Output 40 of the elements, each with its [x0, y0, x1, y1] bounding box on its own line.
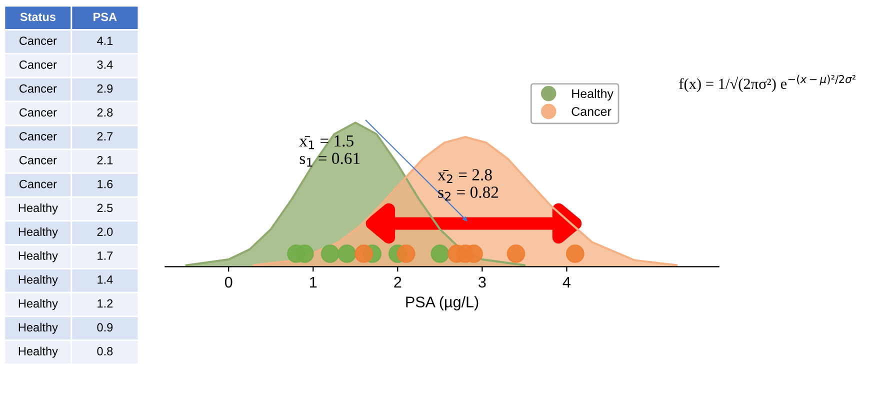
text: Healthy [18, 251, 58, 262]
text: 1.4 [98, 276, 113, 284]
text: Healthy [18, 298, 58, 310]
annotation: x̄$_{1}$ = 1.5 s$_{1}$ = 0.61 [299, 135, 360, 167]
text: Healthy [18, 203, 58, 214]
text: 3.4 [97, 60, 113, 69]
text: Status [20, 12, 56, 22]
text: 2.7 [97, 132, 113, 140]
text: Cancer [20, 180, 57, 188]
x-axis-title: PSA (µg/L) [406, 296, 478, 310]
text: Cancer [20, 156, 57, 164]
text: 1.6 [98, 180, 113, 188]
text: Healthy [18, 322, 58, 334]
x-tick-label: 4 [562, 276, 571, 288]
text: Healthy [18, 346, 58, 358]
text: Cancer [20, 132, 57, 140]
text: 0.9 [97, 323, 113, 332]
text: f(x) = 1/√(2πσ²) e$^{−(x−μ)²/2σ²}$ [679, 74, 856, 92]
text: 2.1 [97, 156, 113, 164]
x-tick-label: 2 [394, 276, 402, 288]
text: 0.8 [97, 347, 113, 356]
legend-label: Healthy [572, 88, 614, 101]
text: 1.7 [98, 252, 113, 260]
text: PSA [94, 12, 117, 22]
text: Healthy [18, 227, 58, 238]
x-tick-label: 3 [478, 276, 486, 288]
legend-label: Cancer [572, 107, 612, 116]
text: 1.2 [98, 299, 113, 308]
text: Healthy [18, 275, 58, 286]
text: Cancer [20, 108, 57, 117]
x-tick-label: 0 [224, 276, 232, 288]
text: 2.0 [97, 228, 113, 236]
text: 4.1 [96, 36, 113, 45]
text: Cancer [20, 84, 57, 93]
text: 2.9 [97, 84, 113, 93]
text: 2.8 [97, 108, 113, 117]
x-tick-label: 1 [310, 276, 317, 288]
text: Cancer [20, 60, 57, 69]
text: Cancer [20, 36, 57, 45]
text: 2.5 [97, 204, 113, 212]
